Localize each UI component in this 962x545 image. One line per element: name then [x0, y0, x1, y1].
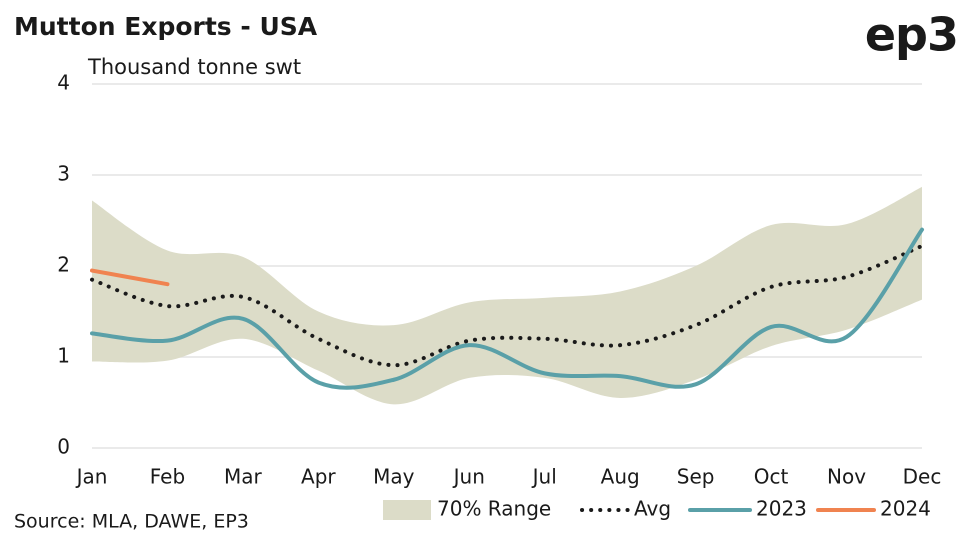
- x-tick-label: Dec: [903, 465, 942, 489]
- y-tick-label: 4: [57, 71, 70, 95]
- legend-swatch: [383, 500, 431, 520]
- x-tick-label: May: [373, 465, 415, 489]
- x-tick-label: Jan: [75, 465, 108, 489]
- legend-label: 70% Range: [437, 497, 551, 521]
- series-line: [90, 227, 924, 390]
- legend-label: Avg: [634, 497, 671, 521]
- series-line: [90, 268, 170, 287]
- legend-label: 2023: [756, 497, 807, 521]
- x-tick-label: Aug: [601, 465, 640, 489]
- logo: ep3: [865, 8, 958, 62]
- x-tick-label: Jul: [531, 465, 557, 489]
- x-tick-label: Oct: [754, 465, 789, 489]
- chart-title: Mutton Exports - USA: [14, 12, 318, 41]
- y-tick-label: 0: [57, 435, 70, 459]
- x-tick-label: Jun: [452, 465, 485, 489]
- x-tick-label: Nov: [827, 465, 866, 489]
- legend-label: 2024: [880, 497, 931, 521]
- x-tick-label: Apr: [301, 465, 336, 489]
- y-tick-label: 1: [57, 344, 70, 368]
- range-band: [92, 186, 922, 405]
- y-tick-label: 2: [57, 253, 70, 277]
- x-tick-label: Mar: [224, 465, 263, 489]
- x-tick-label: Sep: [677, 465, 715, 489]
- source: Source: MLA, DAWE, EP3: [14, 511, 249, 533]
- x-tick-label: Feb: [150, 465, 185, 489]
- y-tick-label: 3: [57, 162, 70, 186]
- y-axis-label: Thousand tonne swt: [87, 55, 301, 79]
